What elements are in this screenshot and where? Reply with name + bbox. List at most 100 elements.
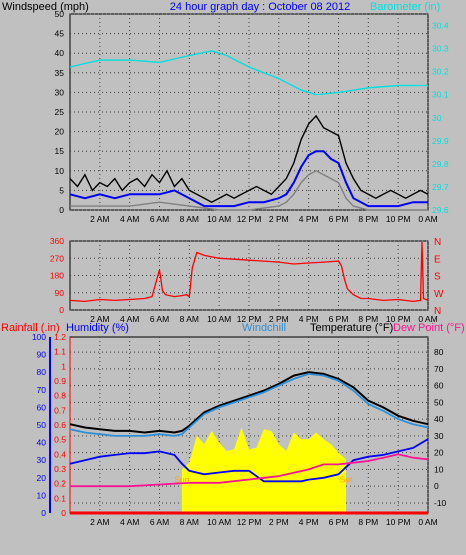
windchill-legend: Windchill <box>242 322 286 334</box>
rainfall-tick-label: 1.1 <box>54 347 66 357</box>
rainfall-tick-label: 0.1 <box>54 493 66 503</box>
humidity-tick-label: 20 <box>37 473 47 483</box>
wind-tick-label: 40 <box>55 48 65 58</box>
wind-tick-label: 5 <box>59 185 64 195</box>
rainfall-tick-label: 0.4 <box>54 449 66 459</box>
rainfall-tick-label: 0.6 <box>54 420 66 430</box>
rainfall-tick-label: 1 <box>61 361 66 371</box>
x-tick-label: 4 PM <box>299 214 319 224</box>
x-tick-label: 10 AM <box>207 214 231 224</box>
rainfall-tick-label: 0.3 <box>54 464 66 474</box>
wind-tick-label: 45 <box>55 29 65 39</box>
x-tick-label: 2 PM <box>269 517 289 527</box>
humidity-tick-label: 10 <box>37 490 47 500</box>
series-humidity <box>69 438 429 483</box>
x-tick-label: 8 AM <box>180 517 199 527</box>
rainfall-tick-label: 1.2 <box>54 332 66 342</box>
x-tick-label: 2 PM <box>269 314 289 324</box>
temperature-tick-label: -10 <box>434 498 447 508</box>
direction-tick-label: 270 <box>50 253 64 263</box>
x-tick-label: 8 PM <box>358 314 378 324</box>
series-wind-direction <box>69 241 429 303</box>
humidity-axis-title: Humidity (%) <box>66 322 129 334</box>
humidity-tick-label: 40 <box>37 438 47 448</box>
x-tick-label: 2 AM <box>90 214 109 224</box>
x-tick-label: 4 AM <box>120 214 139 224</box>
series-solar-area <box>181 427 346 513</box>
x-tick-label: 8 AM <box>180 214 199 224</box>
wind-tick-label: 25 <box>55 107 65 117</box>
rainfall-tick-label: 0.9 <box>54 376 66 386</box>
x-tick-label: 4 AM <box>120 314 139 324</box>
humidity-tick-label: 70 <box>37 385 47 395</box>
series-wind-gust <box>69 114 429 203</box>
x-tick-label: 2 AM <box>90 517 109 527</box>
x-tick-label: 6 PM <box>329 517 349 527</box>
sun-annotation: Sun <box>174 475 189 485</box>
sun-annotation: Set <box>340 475 353 485</box>
compass-tick-label: N <box>434 237 441 248</box>
x-tick-label: 6 PM <box>329 214 349 224</box>
temperature-tick-label: 10 <box>434 464 444 474</box>
wind-tick-label: 15 <box>55 146 65 156</box>
humidity-tick-label: 90 <box>37 350 47 360</box>
compass-tick-label: S <box>434 272 441 283</box>
x-tick-label: 0 AM <box>418 314 437 324</box>
rainfall-tick-label: 0 <box>61 508 66 518</box>
temperature-tick-label: 40 <box>434 414 444 424</box>
series-windchill <box>69 372 429 437</box>
barometer-tick-label: 30.3 <box>432 44 449 54</box>
x-tick-label: 0 AM <box>418 214 437 224</box>
x-tick-label: 10 PM <box>386 517 411 527</box>
wind-tick-label: 20 <box>55 127 65 137</box>
temperature-legend: Temperature (°F) <box>310 322 393 334</box>
barometer-tick-label: 30.1 <box>432 90 449 100</box>
compass-tick-label: E <box>434 254 441 265</box>
compass-tick-label: W <box>434 289 444 300</box>
x-tick-label: 0 AM <box>418 517 437 527</box>
x-tick-label: 6 AM <box>150 214 169 224</box>
wind-tick-label: 35 <box>55 68 65 78</box>
series-temperature <box>69 371 429 434</box>
direction-tick-label: 360 <box>50 236 64 246</box>
temperature-tick-label: 80 <box>434 347 444 357</box>
barometer-tick-label: 29.7 <box>432 182 449 192</box>
temperature-tick-label: 30 <box>434 431 444 441</box>
wind-tick-label: 50 <box>55 9 65 19</box>
barometer-tick-label: 30 <box>432 113 442 123</box>
x-tick-label: 2 AM <box>90 314 109 324</box>
wind-tick-label: 0 <box>59 205 64 215</box>
x-tick-label: 8 PM <box>358 214 378 224</box>
compass-tick-label: N <box>434 306 441 317</box>
x-tick-label: 10 PM <box>386 214 411 224</box>
barometer-tick-label: 29.9 <box>432 136 449 146</box>
wind-tick-label: 10 <box>55 166 65 176</box>
barometer-tick-label: 30.2 <box>432 67 449 77</box>
humidity-tick-label: 50 <box>37 420 47 430</box>
x-tick-label: 4 PM <box>299 314 319 324</box>
series-wind-min <box>70 170 428 211</box>
wind-axis-title: Windspeed (mph) <box>2 1 89 13</box>
temperature-tick-label: 0 <box>434 481 439 491</box>
barometer-tick-label: 29.8 <box>432 159 449 169</box>
rainfall-tick-label: 0.5 <box>54 435 66 445</box>
rainfall-tick-label: 0.7 <box>54 405 66 415</box>
series-barometer <box>69 50 428 96</box>
humidity-tick-label: 60 <box>37 402 47 412</box>
x-tick-label: 10 PM <box>386 314 411 324</box>
rainfall-axis-title: Rainfall (.in) <box>1 322 60 334</box>
barometer-axis-title: Barometer (in) <box>370 1 440 13</box>
direction-tick-label: 180 <box>50 271 64 281</box>
wind-tick-label: 30 <box>55 87 65 97</box>
x-tick-label: 8 AM <box>180 314 199 324</box>
humidity-tick-label: 30 <box>37 455 47 465</box>
series-dew-point <box>70 453 429 488</box>
temperature-tick-label: 20 <box>434 448 444 458</box>
x-tick-label: 12 PM <box>237 314 262 324</box>
x-tick-label: 4 PM <box>299 517 319 527</box>
x-tick-label: 12 PM <box>237 517 262 527</box>
temperature-tick-label: 70 <box>434 364 444 374</box>
dewpoint-legend: Dew Point (°F) <box>393 322 465 334</box>
x-tick-label: 6 AM <box>150 314 169 324</box>
